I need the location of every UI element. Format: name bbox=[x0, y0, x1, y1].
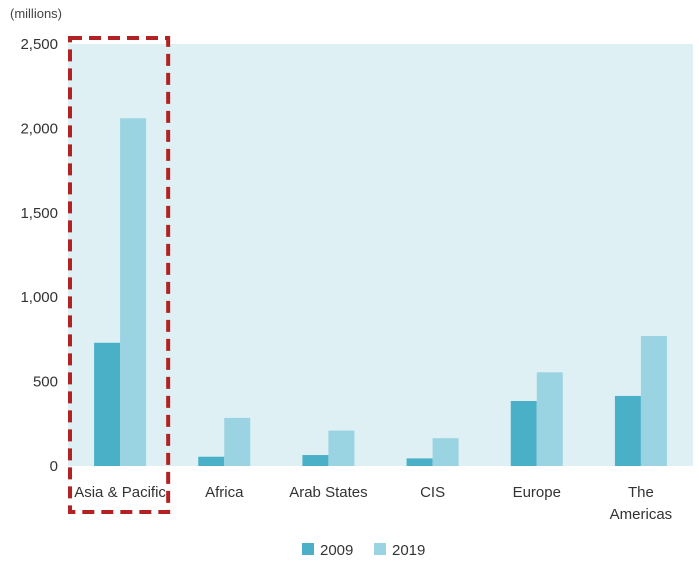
bar-2019 bbox=[432, 438, 459, 466]
y-tick-label: 0 bbox=[50, 458, 58, 475]
x-category-label: Asia & Pacific bbox=[74, 484, 166, 501]
y-tick-label: 1,500 bbox=[20, 205, 58, 222]
x-category-label-line: Asia & Pacific bbox=[74, 484, 166, 501]
plot-area bbox=[68, 44, 693, 466]
bar-2019 bbox=[536, 372, 563, 466]
x-category-label-line: Americas bbox=[610, 506, 673, 523]
plot-background bbox=[68, 44, 693, 466]
bar-2009 bbox=[510, 401, 537, 466]
bar-2019 bbox=[120, 118, 147, 466]
x-category-label: Arab States bbox=[289, 484, 367, 501]
x-category-label-line: Africa bbox=[205, 484, 244, 501]
y-axis-unit-label: (millions) bbox=[10, 6, 62, 21]
y-axis: 0 500 1,000 1,500 2,000 2,500 bbox=[20, 36, 58, 475]
x-category-label: Africa bbox=[205, 484, 244, 501]
bars bbox=[94, 118, 667, 466]
y-tick-label: 2,500 bbox=[20, 36, 58, 53]
bar-2009 bbox=[94, 342, 121, 466]
legend-swatch bbox=[374, 543, 386, 555]
bar-2019 bbox=[328, 430, 355, 466]
x-category-label-line: Arab States bbox=[289, 484, 367, 501]
bar-2019 bbox=[640, 336, 667, 466]
y-tick-label: 1,000 bbox=[20, 289, 58, 306]
legend-label: 2019 bbox=[392, 542, 425, 559]
highlight-box bbox=[68, 36, 171, 514]
legend-swatch bbox=[302, 543, 314, 555]
x-category-label-line: Europe bbox=[513, 484, 561, 501]
x-axis-labels: Asia & Pacific Africa Arab States CIS Europe… bbox=[74, 484, 672, 523]
bar-2019 bbox=[224, 417, 251, 466]
x-category-label: CIS bbox=[420, 484, 445, 501]
bar-2009 bbox=[406, 458, 433, 466]
bar-2009 bbox=[614, 395, 641, 466]
bar-2009 bbox=[198, 456, 225, 466]
x-category-label: Europe bbox=[513, 484, 561, 501]
y-tick-label: 2,000 bbox=[20, 120, 58, 137]
y-tick-label: 500 bbox=[33, 374, 58, 391]
legend-label: 2009 bbox=[320, 542, 353, 559]
x-category-label: The Americas bbox=[610, 484, 673, 523]
x-category-label-line: CIS bbox=[420, 484, 445, 501]
x-category-label-line: The bbox=[628, 484, 654, 501]
legend: 2009 2019 bbox=[302, 542, 425, 559]
bar-2009 bbox=[302, 455, 329, 466]
highlight-rect bbox=[68, 36, 171, 514]
